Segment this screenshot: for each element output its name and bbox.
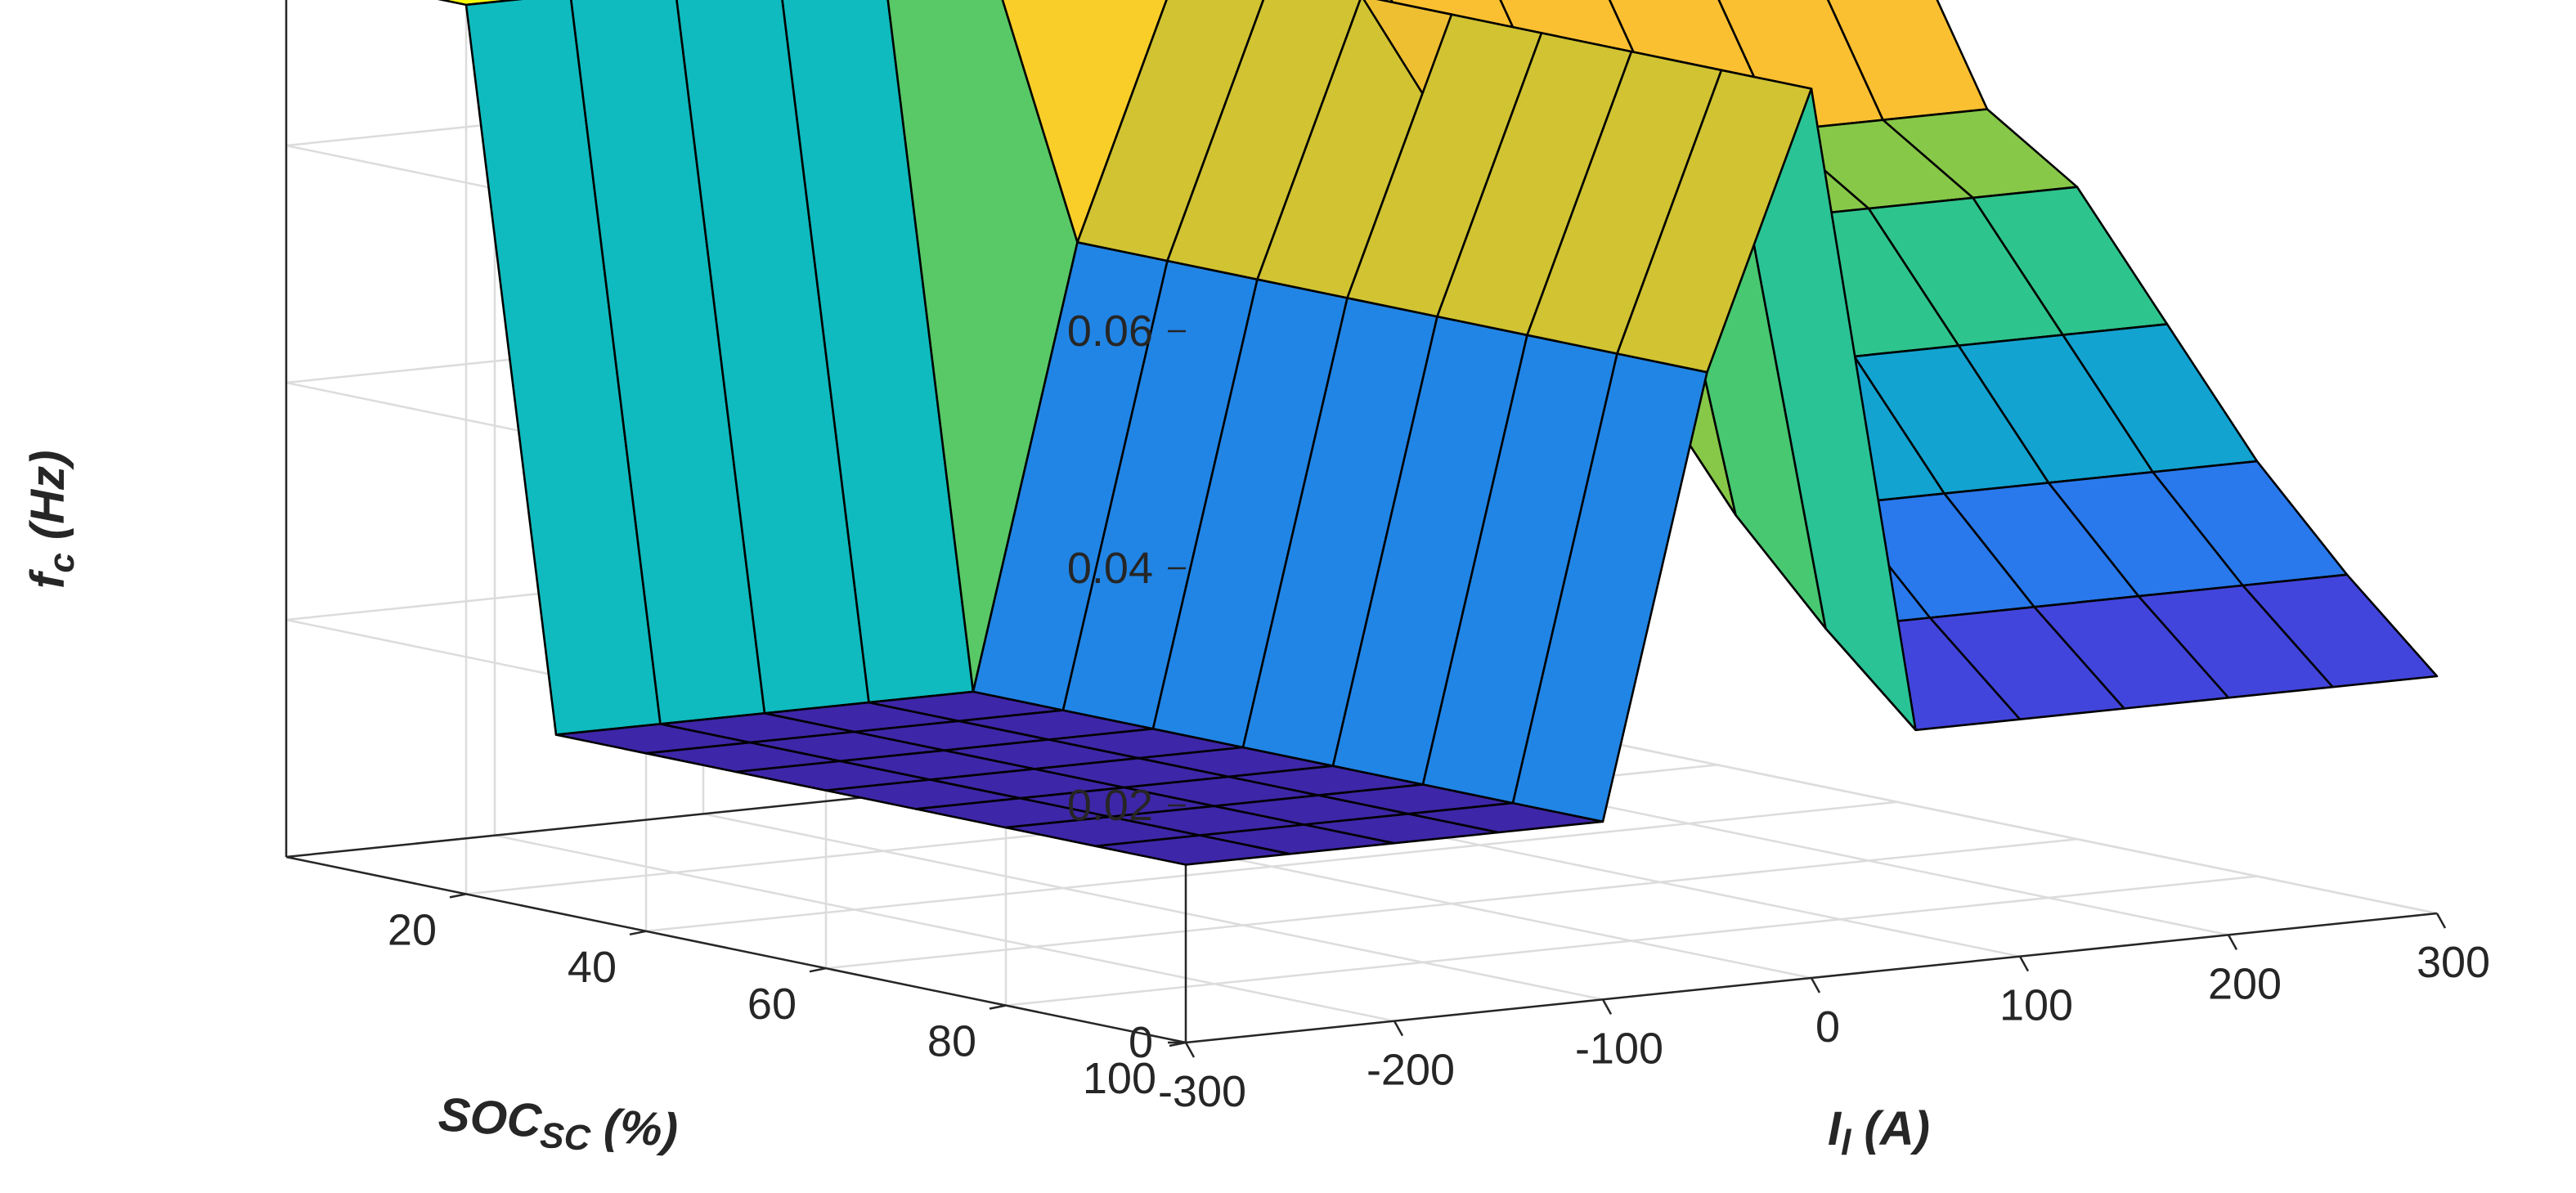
x-tick-mark-5 — [2227, 934, 2238, 950]
x-tick-label-0: -300 — [1158, 1067, 1246, 1116]
y-tick-mark-3 — [989, 1004, 1007, 1010]
x-tick-mark-0 — [1184, 1042, 1196, 1058]
x-tick-label-5: 200 — [2208, 959, 2282, 1008]
x-tick-mark-3 — [1810, 977, 1821, 993]
y-tick-label-2: 60 — [747, 980, 797, 1029]
z-tick-label-2: 0.04 — [1067, 544, 1153, 593]
x-tick-mark-4 — [2018, 956, 2030, 972]
x-tick-label-1: -200 — [1367, 1046, 1455, 1095]
z-axis-title: fc (Hz) — [21, 451, 82, 589]
tick-layer: 00.020.040.06-300 -200 -100 0 100 200 30020406… — [388, 307, 2490, 1116]
y-tick-mark-0 — [449, 893, 467, 899]
x-tick-label-3: 0 — [1815, 1002, 1840, 1052]
y-tick-mark-1 — [629, 930, 647, 936]
x-tick-label-6: 300 — [2417, 938, 2490, 987]
x-tick-label-4: 100 — [1999, 981, 2073, 1030]
surface — [437, 0, 2439, 866]
box-edge-floor-right — [1537, 726, 2438, 915]
x-tick-mark-2 — [1601, 998, 1613, 1015]
surface-patch-3-5 — [1076, 0, 1265, 262]
y-tick-label-0: 20 — [388, 905, 437, 954]
grid-line-x-floor-2 — [702, 813, 1604, 1001]
y-tick-label-4: 100 — [1083, 1054, 1156, 1103]
x-tick-mark-1 — [1393, 1020, 1404, 1037]
grid-line-y-floor-2 — [825, 837, 2078, 970]
grid-line-y-floor-1 — [645, 801, 1898, 933]
grid-line-y-floor-3 — [1005, 875, 2258, 1007]
y-tick-label-3: 80 — [927, 1017, 976, 1066]
z-tick-label-1: 0.02 — [1067, 781, 1153, 830]
x-axis-title: Il (A) — [1828, 1102, 1930, 1163]
surface-patch-9-5 — [1616, 69, 1813, 374]
box-edge-floor-left — [285, 855, 1187, 1044]
z-tick-label-3: 0.06 — [1067, 307, 1153, 356]
x-tick-mark-6 — [2435, 913, 2447, 929]
grid-line-x-floor-1 — [494, 834, 1395, 1022]
surface-patch-4-5 — [1166, 0, 1362, 281]
surface-patch-2-5 — [1001, 0, 1168, 244]
x-tick-label-2: -100 — [1575, 1024, 1663, 1073]
y-tick-mark-2 — [809, 967, 827, 973]
y-tick-label-1: 40 — [568, 943, 617, 992]
y-tick-mark-4 — [1169, 1041, 1187, 1047]
z-tick-label-0: 0 — [1129, 1018, 1153, 1067]
y-axis-title: SOCSC (%) — [436, 1088, 680, 1164]
